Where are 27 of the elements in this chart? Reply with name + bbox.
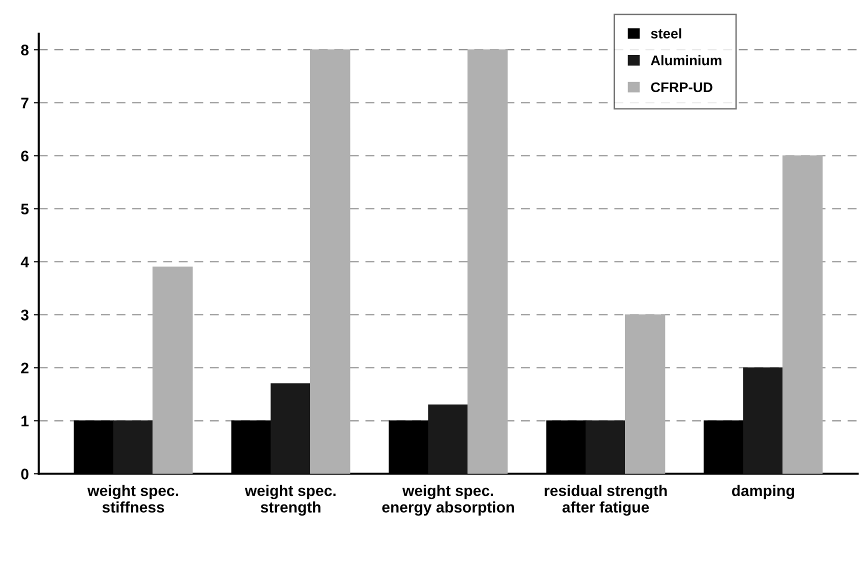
- y-tick-label: 1: [22, 416, 29, 426]
- y-tick-label: 8: [21, 44, 29, 56]
- x-tick-label: damping: [732, 484, 794, 500]
- x-tick-label: residual strength after fatigue: [544, 484, 667, 516]
- y-tick-label: 6: [21, 150, 29, 162]
- bar: [310, 49, 350, 474]
- y-tick-label: 7: [21, 98, 28, 108]
- bar: [743, 367, 784, 474]
- y-tick-label: 0: [21, 468, 28, 480]
- legend-label: CFRP-UD: [651, 82, 712, 92]
- bar: [586, 420, 626, 474]
- bar: [152, 266, 193, 474]
- x-tick-label: weight spec. strength: [244, 484, 336, 516]
- bar: [624, 314, 666, 474]
- bar: [782, 155, 823, 474]
- y-tick-label: 3: [20, 310, 29, 320]
- y-tick-label: 4: [20, 256, 29, 268]
- bar: [468, 49, 508, 474]
- legend-label: Aluminium: [650, 55, 722, 66]
- bar: [270, 383, 311, 474]
- y-tick-label: 2: [21, 362, 28, 374]
- bar: [113, 420, 154, 474]
- x-tick-label: weight spec. stiffness: [87, 484, 178, 513]
- bar: [428, 404, 468, 474]
- x-tick-label: weight spec. energy absorption: [382, 484, 514, 516]
- legend-label: steel: [650, 28, 682, 38]
- y-tick-label: 5: [21, 204, 29, 214]
